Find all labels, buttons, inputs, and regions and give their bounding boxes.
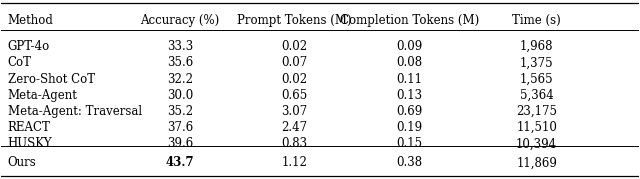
Text: Meta-Agent: Traversal: Meta-Agent: Traversal <box>8 105 142 118</box>
Text: 5,364: 5,364 <box>520 89 554 102</box>
Text: 37.6: 37.6 <box>166 121 193 134</box>
Text: HUSKY: HUSKY <box>8 137 52 150</box>
Text: 1,375: 1,375 <box>520 56 554 69</box>
Text: 0.11: 0.11 <box>396 72 422 86</box>
Text: 0.38: 0.38 <box>396 156 422 170</box>
Text: 0.08: 0.08 <box>396 56 422 69</box>
Text: 32.2: 32.2 <box>167 72 193 86</box>
Text: 23,175: 23,175 <box>516 105 557 118</box>
Text: 3.07: 3.07 <box>282 105 308 118</box>
Text: 0.65: 0.65 <box>282 89 308 102</box>
Text: 11,869: 11,869 <box>516 156 557 170</box>
Text: 1,968: 1,968 <box>520 40 554 53</box>
Text: 0.07: 0.07 <box>282 56 308 69</box>
Text: Accuracy (%): Accuracy (%) <box>140 14 220 27</box>
Text: 0.02: 0.02 <box>282 40 308 53</box>
Text: 0.13: 0.13 <box>396 89 422 102</box>
Text: Zero-Shot CoT: Zero-Shot CoT <box>8 72 95 86</box>
Text: 11,510: 11,510 <box>516 121 557 134</box>
Text: Method: Method <box>8 14 54 27</box>
Text: 43.7: 43.7 <box>166 156 194 170</box>
Text: 1.12: 1.12 <box>282 156 307 170</box>
Text: 30.0: 30.0 <box>166 89 193 102</box>
Text: 0.19: 0.19 <box>396 121 422 134</box>
Text: Prompt Tokens (M): Prompt Tokens (M) <box>237 14 352 27</box>
Text: 39.6: 39.6 <box>166 137 193 150</box>
Text: Completion Tokens (M): Completion Tokens (M) <box>340 14 479 27</box>
Text: 1,565: 1,565 <box>520 72 554 86</box>
Text: 0.69: 0.69 <box>396 105 422 118</box>
Text: 0.83: 0.83 <box>282 137 308 150</box>
Text: CoT: CoT <box>8 56 32 69</box>
Text: 33.3: 33.3 <box>166 40 193 53</box>
Text: 35.6: 35.6 <box>166 56 193 69</box>
Text: Meta-Agent: Meta-Agent <box>8 89 77 102</box>
Text: Time (s): Time (s) <box>512 14 561 27</box>
Text: GPT-4o: GPT-4o <box>8 40 50 53</box>
Text: 35.2: 35.2 <box>167 105 193 118</box>
Text: 0.15: 0.15 <box>396 137 422 150</box>
Text: 2.47: 2.47 <box>282 121 308 134</box>
Text: 10,394: 10,394 <box>516 137 557 150</box>
Text: Ours: Ours <box>8 156 36 170</box>
Text: 0.09: 0.09 <box>396 40 422 53</box>
Text: 0.02: 0.02 <box>282 72 308 86</box>
Text: REACT: REACT <box>8 121 51 134</box>
